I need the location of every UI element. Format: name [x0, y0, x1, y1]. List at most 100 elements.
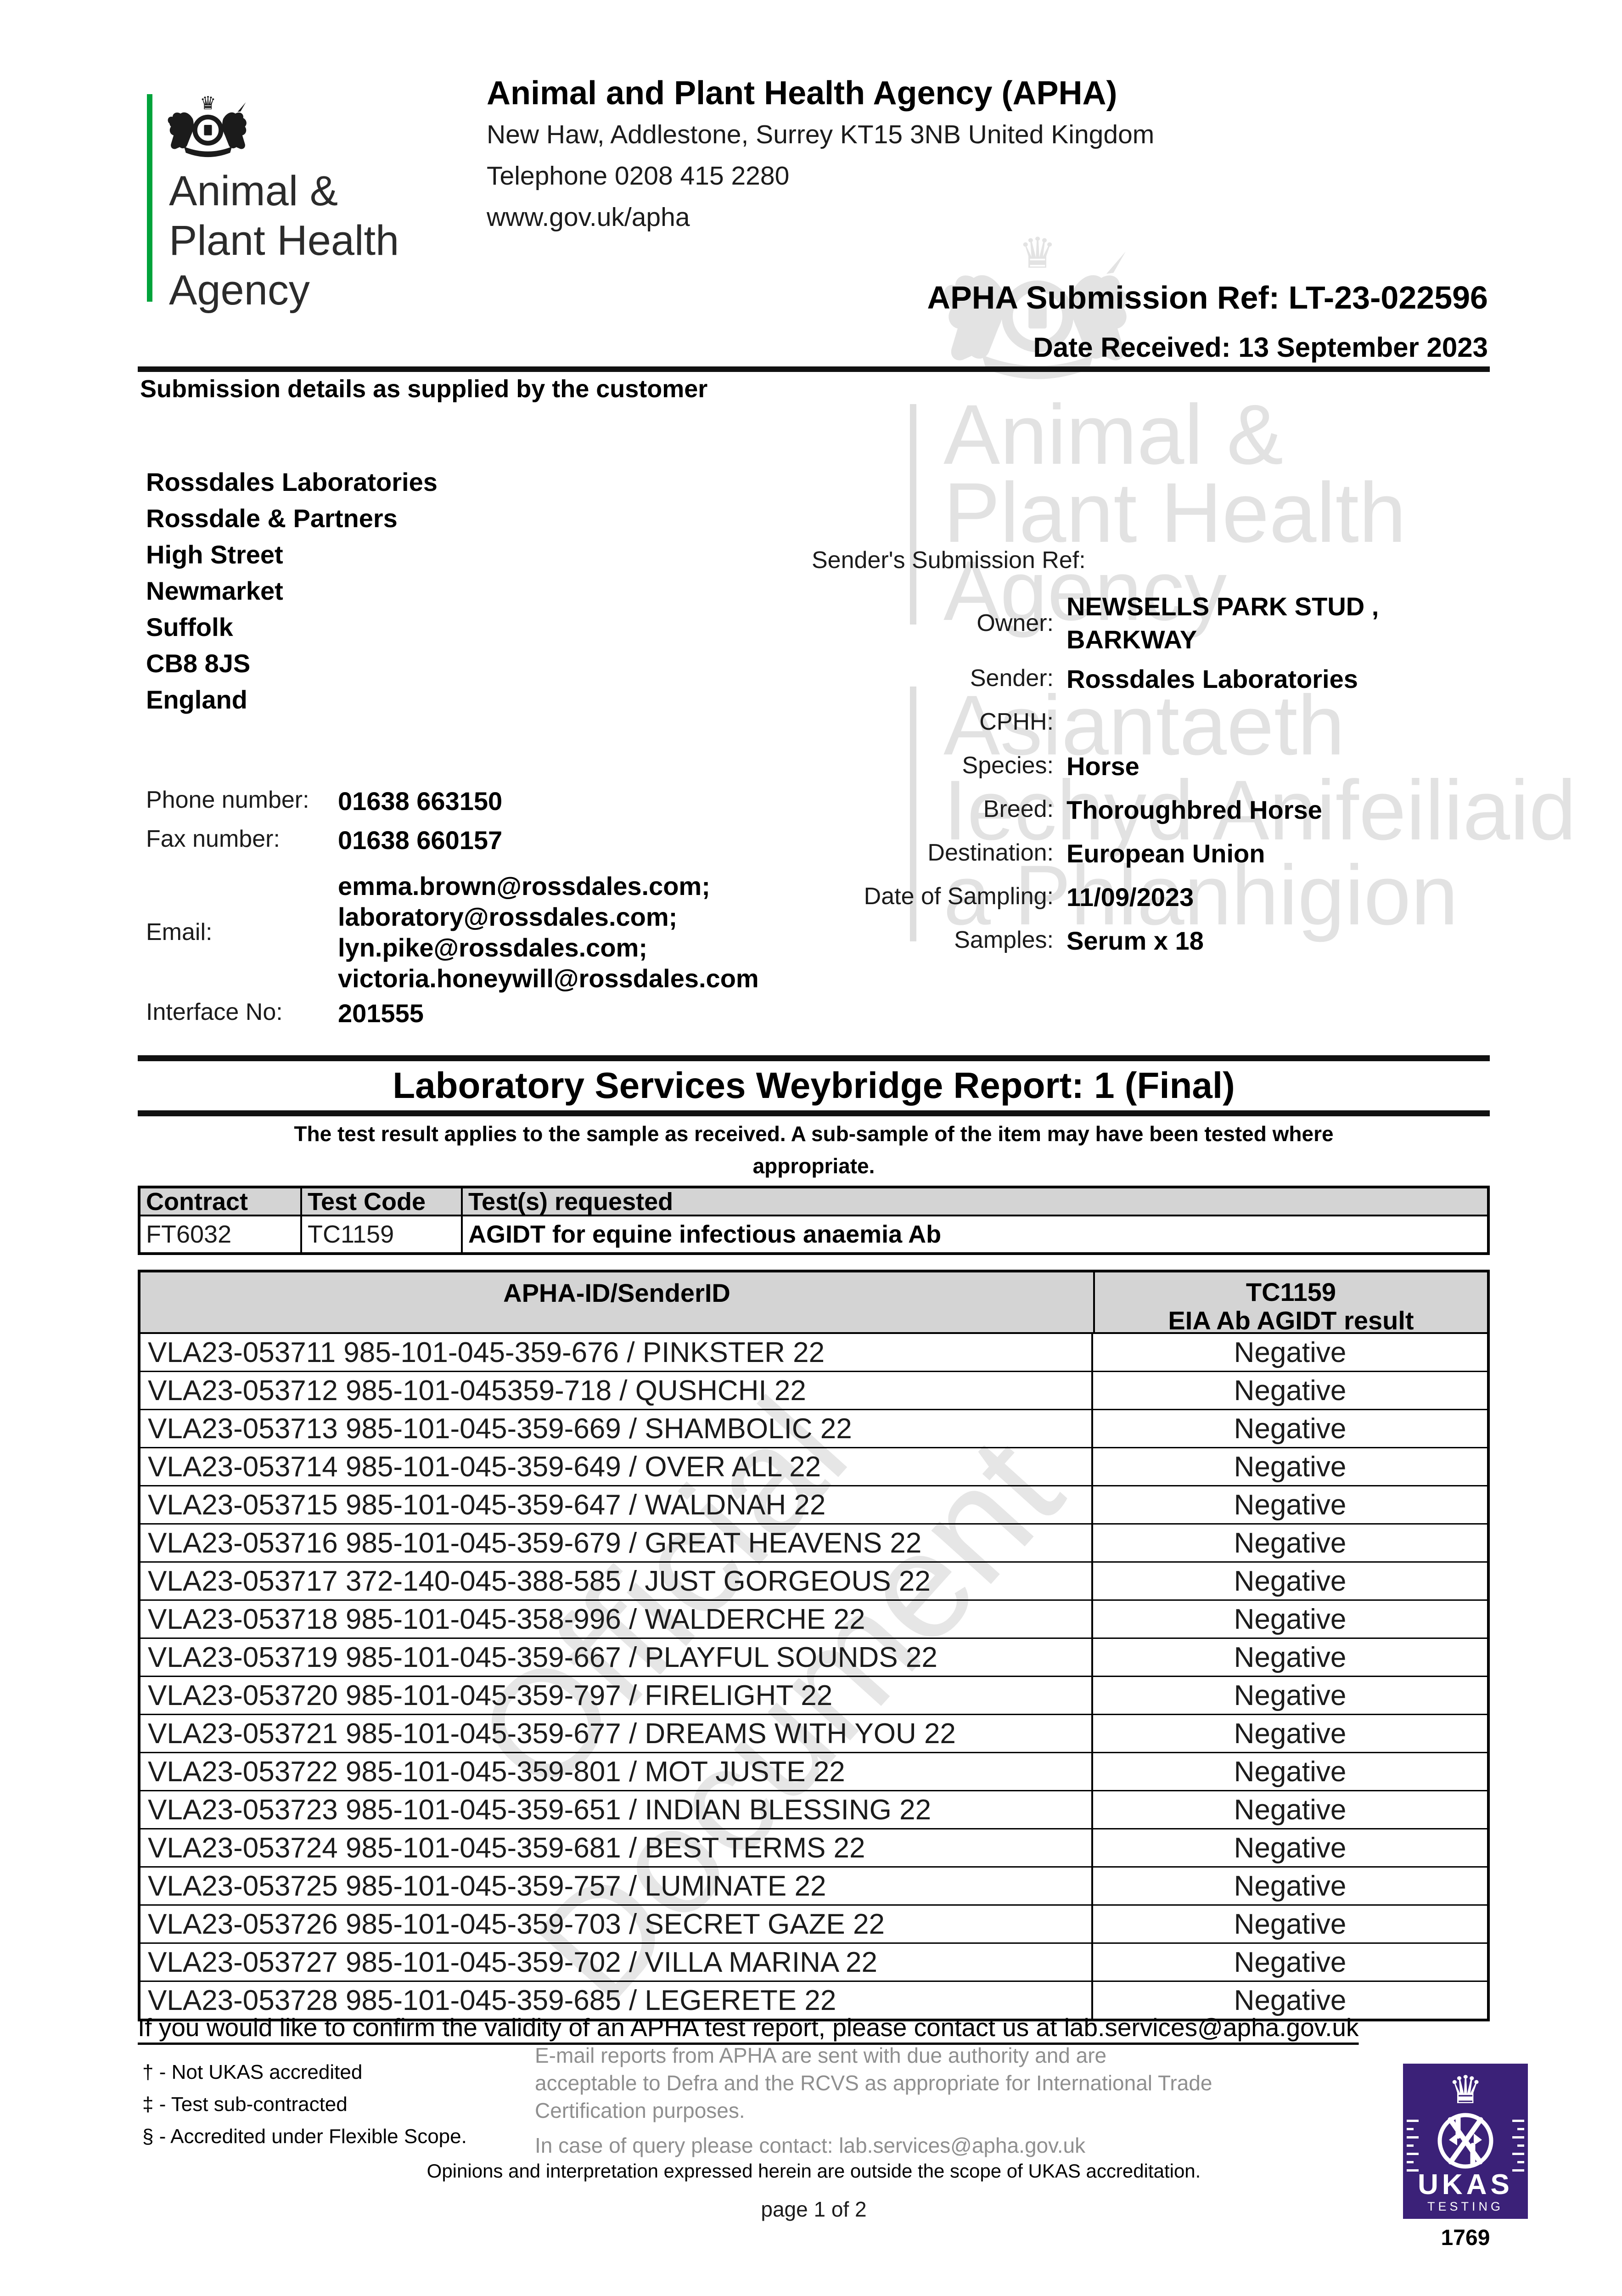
result-cell: Negative [1234, 1870, 1347, 1902]
ukas-number: 1769 [1441, 2226, 1490, 2250]
contract-table-header: Contract Test Code Test(s) requested [140, 1188, 1487, 1216]
table-row: VLA23-053715 985-101-045-359-647 / WALDN… [140, 1486, 1487, 1525]
email-notice: E-mail reports from APHA are sent with d… [535, 2042, 1212, 2159]
cphh-label: CPHH: [979, 709, 1054, 735]
result-cell: Negative [1234, 1336, 1347, 1368]
result-cell: Negative [1234, 1717, 1347, 1750]
royal-crest-icon [167, 92, 249, 158]
table-row: VLA23-053717 372-140-045-388-585 / JUST … [140, 1563, 1487, 1601]
owner-label: Owner: [977, 610, 1054, 636]
table-row: VLA23-053718 985-101-045-358-996 / WALDE… [140, 1601, 1487, 1639]
ukas-logo: ♛ [1403, 2064, 1528, 2221]
email-row: Email: emma.brown@rossdales.com; laborat… [146, 871, 862, 994]
table-row: VLA23-053725 985-101-045-359-757 / LUMIN… [140, 1868, 1487, 1906]
species-label: Species: [962, 752, 1054, 779]
result-cell: Negative [1234, 1451, 1347, 1483]
apha-id-header-cell: APHA-ID/SenderID [140, 1272, 1095, 1332]
test-code-cell: TC1159 [302, 1216, 463, 1252]
sample-id-cell: VLA23-053725 985-101-045-359-757 / LUMIN… [140, 1868, 1093, 1904]
sample-id-cell: VLA23-053724 985-101-045-359-681 / BEST … [140, 1829, 1093, 1866]
agency-name: Animal and Plant Health Agency (APHA) [487, 75, 1117, 112]
date-received: Date Received: 13 September 2023 [1033, 332, 1488, 363]
report-note-line1: The test result applies to the sample as… [294, 1122, 1334, 1146]
sample-id-cell: VLA23-053718 985-101-045-358-996 / WALDE… [140, 1601, 1093, 1638]
tests-requested-header-cell: Test(s) requested [468, 1187, 673, 1216]
fax-label: Fax number: [146, 826, 280, 852]
phone-row: Phone number: 01638 663150 [146, 786, 862, 816]
sample-id-cell: VLA23-053711 985-101-045-359-676 / PINKS… [140, 1334, 1093, 1371]
result-cell: Negative [1234, 1412, 1347, 1445]
watermark-bar [910, 687, 916, 941]
svg-text:TESTING: TESTING [1427, 2200, 1504, 2213]
table-row: VLA23-053719 985-101-045-359-667 / PLAYF… [140, 1639, 1487, 1677]
customer-address: Rossdales Laboratories Rossdale & Partne… [146, 467, 438, 714]
interface-label: Interface No: [146, 999, 283, 1025]
sample-id-cell: VLA23-053727 985-101-045-359-702 / VILLA… [140, 1944, 1093, 1981]
table-row: VLA23-053714 985-101-045-359-649 / OVER … [140, 1448, 1487, 1486]
destination-row: Destination: European Union [803, 839, 1520, 868]
apha-logo-text: Animal & Plant Health Agency [169, 168, 399, 314]
result-cell: Negative [1234, 1832, 1347, 1864]
interface-value: 201555 [338, 999, 424, 1028]
result-cell: Negative [1234, 1641, 1347, 1673]
sample-id-cell: VLA23-053720 985-101-045-359-797 / FIREL… [140, 1677, 1093, 1714]
result-cell: Negative [1234, 1946, 1347, 1978]
ukas-scope-note: Opinions and interpretation expressed he… [427, 2160, 1201, 2182]
destination-label: Destination: [927, 839, 1054, 866]
email-label: Email: [146, 919, 213, 945]
breed-label: Breed: [983, 796, 1054, 822]
table-row: VLA23-053712 985-101-045359-718 / QUSHCH… [140, 1372, 1487, 1410]
agency-telephone: Telephone 0208 415 2280 [487, 161, 790, 191]
test-code-header-cell: Test Code [302, 1188, 463, 1216]
results-table-header: APHA-ID/SenderID TC1159 EIA Ab AGIDT res… [140, 1272, 1487, 1335]
samples-value: Serum x 18 [1066, 926, 1204, 955]
table-row: VLA23-053723 985-101-045-359-651 / INDIA… [140, 1791, 1487, 1829]
owner-row: Owner: NEWSELLS PARK STUD , BARKWAY [803, 590, 1520, 656]
table-row: FT6032 TC1159 AGIDT for equine infectiou… [140, 1216, 1487, 1252]
samples-row: Samples: Serum x 18 [803, 926, 1520, 956]
title-rule-top [138, 1055, 1490, 1061]
submission-ref: APHA Submission Ref: LT-23-022596 [927, 280, 1488, 315]
validity-line: If you would like to confirm the validit… [138, 2013, 1359, 2042]
sample-id-cell: VLA23-053712 985-101-045359-718 / QUSHCH… [140, 1372, 1093, 1409]
breed-value: Thoroughbred Horse [1066, 795, 1322, 824]
agency-website: www.gov.uk/apha [487, 203, 690, 232]
result-cell: Negative [1234, 1984, 1347, 2016]
customer-contact: Phone number: 01638 663150 Fax number: 0… [146, 786, 862, 1037]
results-table: APHA-ID/SenderID TC1159 EIA Ab AGIDT res… [138, 1270, 1490, 2021]
watermark-agency-text: Animal & Plant Health Agency [943, 388, 1406, 638]
table-row: VLA23-053720 985-101-045-359-797 / FIREL… [140, 1677, 1487, 1715]
footnotes: † - Not UKAS accredited ‡ - Test sub-con… [142, 2061, 467, 2148]
table-row: VLA23-053721 985-101-045-359-677 / DREAM… [140, 1715, 1487, 1753]
destination-value: European Union [1066, 839, 1265, 868]
watermark-bar [910, 404, 916, 625]
watermark-welsh-text: Asiantaeth Iechyd Anifeiliaid a Phlanhig… [943, 678, 1577, 943]
table-row: VLA23-053722 985-101-045-359-801 / MOT J… [140, 1753, 1487, 1791]
senders-submission-ref-label: Sender's Submission Ref: [812, 547, 1086, 574]
cphh-row: CPHH: [803, 708, 1520, 736]
table-row: VLA23-053724 985-101-045-359-681 / BEST … [140, 1829, 1487, 1868]
query-contact: In case of query please contact: lab.ser… [535, 2133, 1086, 2157]
result-cell: Negative [1234, 1679, 1347, 1711]
result-cell: Negative [1234, 1374, 1347, 1407]
table-row: VLA23-053728 985-101-045-359-685 / LEGER… [140, 1982, 1487, 2019]
svg-text:♛: ♛ [1448, 2067, 1482, 2112]
sample-id-cell: VLA23-053721 985-101-045-359-677 / DREAM… [140, 1715, 1093, 1752]
fax-row: Fax number: 01638 660157 [146, 825, 862, 855]
sampling-date-label: Date of Sampling: [864, 883, 1054, 910]
logo-green-bar [147, 94, 152, 302]
fax-value: 01638 660157 [338, 826, 503, 855]
report-note-line2: appropriate. [752, 1154, 875, 1178]
svg-text:UKAS: UKAS [1418, 2169, 1513, 2200]
sample-id-cell: VLA23-053719 985-101-045-359-667 / PLAYF… [140, 1639, 1093, 1676]
result-cell: Negative [1234, 1794, 1347, 1826]
species-row: Species: Horse [803, 752, 1520, 781]
contract-header-cell: Contract [140, 1188, 302, 1216]
sample-id-cell: VLA23-053722 985-101-045-359-801 / MOT J… [140, 1753, 1093, 1790]
sample-id-cell: VLA23-053723 985-101-045-359-651 / INDIA… [140, 1791, 1093, 1828]
table-row: VLA23-053726 985-101-045-359-703 / SECRE… [140, 1906, 1487, 1944]
section-heading: Submission details as supplied by the cu… [140, 375, 708, 403]
result-cell: Negative [1234, 1489, 1347, 1521]
tests-requested-cell: AGIDT for equine infectious anaemia Ab [468, 1221, 942, 1248]
